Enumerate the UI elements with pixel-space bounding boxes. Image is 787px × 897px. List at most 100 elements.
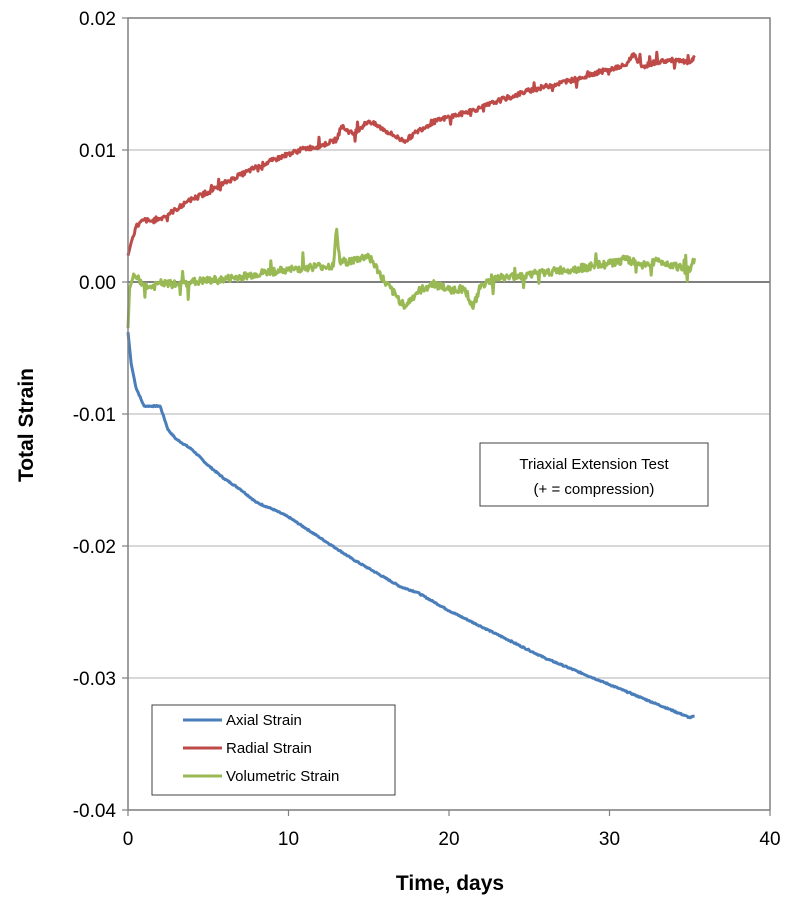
point-2-22 — [383, 281, 386, 284]
point-2-26 — [431, 282, 434, 285]
point-1-36 — [624, 64, 627, 67]
point-1-1 — [130, 241, 133, 244]
x-axis-title: Time, days — [396, 872, 504, 895]
point-0-12 — [255, 501, 258, 504]
point-1-38 — [640, 65, 643, 68]
point-0-23 — [431, 600, 434, 603]
legend-label-axial: Axial Strain — [226, 712, 302, 729]
point-1-19 — [367, 120, 370, 123]
point-2-42 — [672, 263, 675, 266]
point-2-6 — [159, 282, 162, 285]
point-0-21 — [399, 585, 402, 588]
point-2-24 — [404, 304, 407, 307]
point-0-20 — [383, 576, 386, 579]
point-1-30 — [528, 89, 531, 92]
point-1-25 — [448, 116, 451, 119]
point-1-35 — [608, 68, 611, 71]
point-0-32 — [576, 670, 579, 673]
point-0-8 — [191, 448, 194, 451]
point-2-23 — [399, 300, 402, 303]
point-0-11 — [239, 488, 242, 491]
series-lines — [126, 50, 697, 720]
point-2-34 — [544, 271, 547, 274]
point-2-20 — [351, 259, 354, 262]
point-2-30 — [480, 283, 483, 286]
point-2-44 — [693, 257, 696, 260]
point-1-40 — [672, 59, 675, 62]
point-0-40 — [693, 715, 696, 718]
point-0-18 — [351, 558, 354, 561]
point-2-33 — [528, 273, 531, 276]
point-2-5 — [151, 286, 154, 289]
point-1-13 — [287, 153, 290, 156]
legend-label-volumetric: Volumetric Strain — [226, 768, 339, 785]
point-1-23 — [415, 130, 418, 133]
point-0-36 — [640, 696, 643, 699]
point-1-32 — [560, 81, 563, 84]
point-1-31 — [544, 85, 547, 88]
point-1-5 — [159, 217, 162, 220]
y-tick-label-2: 0.00 — [79, 273, 116, 294]
point-1-34 — [592, 72, 595, 75]
legend: Axial Strain Radial Strain Volumetric St… — [151, 704, 396, 796]
point-0-30 — [544, 657, 547, 660]
point-2-35 — [560, 269, 563, 272]
point-2-25 — [415, 291, 418, 294]
point-0-14 — [287, 516, 290, 519]
point-2-38 — [608, 262, 611, 265]
point-0-37 — [656, 703, 659, 706]
point-2-21 — [367, 254, 370, 257]
point-0-26 — [480, 625, 483, 628]
point-1-4 — [151, 220, 154, 223]
point-1-3 — [143, 219, 146, 222]
point-0-10 — [223, 477, 226, 480]
point-2-8 — [191, 281, 194, 284]
point-1-17 — [340, 125, 343, 128]
point-2-31 — [496, 277, 499, 280]
x-tick-label-4: 40 — [759, 829, 780, 850]
point-1-14 — [303, 147, 306, 150]
point-1-15 — [319, 145, 322, 148]
point-2-27 — [448, 288, 451, 291]
x-tick-label-3: 30 — [599, 829, 620, 850]
point-0-3 — [143, 405, 146, 408]
point-2-40 — [640, 263, 643, 266]
point-0-38 — [672, 710, 675, 713]
point-2-15 — [303, 266, 306, 269]
point-1-26 — [464, 112, 467, 115]
point-0-25 — [464, 617, 467, 620]
point-0-9 — [207, 464, 210, 467]
annotation-box: Triaxial Extension Test (+ = compression… — [479, 442, 709, 507]
x-tick-label-0: 0 — [123, 829, 134, 850]
point-0-7 — [175, 438, 178, 441]
point-1-8 — [207, 191, 210, 194]
x-tick-label-2: 20 — [438, 829, 459, 850]
y-tick-labels: 0.02 0.01 0.00 -0.01 -0.02 -0.03 -0.04 — [73, 9, 128, 822]
point-0-13 — [271, 508, 274, 511]
series-line-axial-strain — [126, 332, 696, 720]
annotation-line-2: (+ = compression) — [534, 481, 655, 498]
y-tick-label-0: 0.02 — [79, 9, 116, 30]
point-2-12 — [255, 273, 258, 276]
point-0-16 — [319, 537, 322, 540]
y-tick-label-5: -0.03 — [73, 669, 116, 690]
point-1-42 — [693, 56, 696, 59]
y-tick-label-6: -0.04 — [73, 801, 117, 822]
point-1-20 — [383, 129, 386, 132]
point-1-11 — [255, 166, 258, 169]
point-0-27 — [496, 633, 499, 636]
point-1-16 — [335, 138, 338, 141]
point-2-4 — [143, 285, 146, 288]
point-1-27 — [480, 106, 483, 109]
point-0-39 — [688, 716, 691, 719]
point-0-22 — [415, 591, 418, 594]
y-tick-label-1: 0.01 — [79, 141, 116, 162]
point-2-41 — [656, 259, 659, 262]
annotation-line-1: Triaxial Extension Test — [519, 456, 669, 473]
point-1-28 — [496, 100, 499, 103]
point-0-28 — [512, 641, 515, 644]
point-1-18 — [351, 133, 354, 136]
point-2-28 — [464, 287, 467, 290]
point-2-19 — [338, 261, 341, 264]
